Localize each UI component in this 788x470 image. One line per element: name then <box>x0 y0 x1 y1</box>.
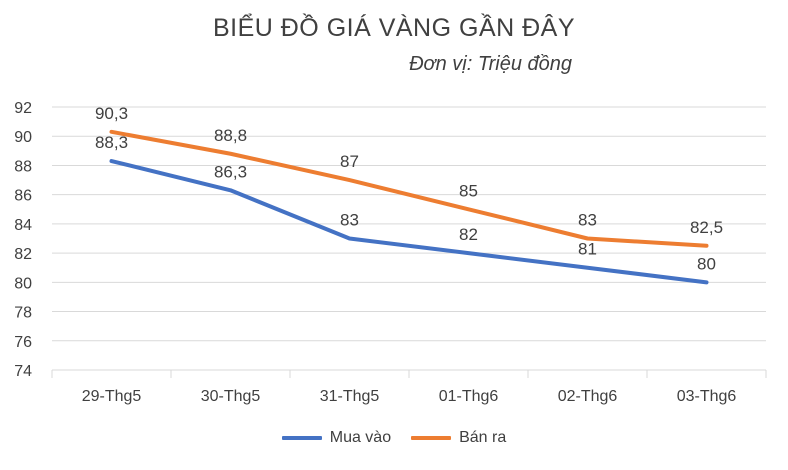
legend-item-ban-ra: Bán ra <box>411 429 506 447</box>
data-label: 82,5 <box>690 218 723 237</box>
x-tick-label: 03-Thg6 <box>677 388 737 405</box>
y-tick-label: 80 <box>14 275 32 292</box>
legend-item-mua-vao: Mua vào <box>281 429 392 447</box>
y-tick-label: 84 <box>14 217 32 234</box>
data-label: 82 <box>459 225 478 244</box>
y-tick-label: 86 <box>14 188 32 205</box>
chart-title: BIỂU ĐỒ GIÁ VÀNG GẦN ĐÂY <box>212 14 576 42</box>
y-tick-label: 88 <box>14 158 32 175</box>
y-tick-label: 90 <box>14 129 32 146</box>
x-tick-label: 30-Thg5 <box>201 388 261 405</box>
x-tick-label: 31-Thg5 <box>320 388 380 405</box>
chart-subtitle: Đơn vị: Triệu đồng <box>409 53 572 75</box>
x-tick-label: 02-Thg6 <box>558 388 618 405</box>
y-axis-ticks: 74 76 78 80 82 84 86 88 90 92 <box>14 100 32 380</box>
data-label: 80 <box>697 254 716 273</box>
data-label: 83 <box>578 211 597 230</box>
series-line-ban-ra <box>109 129 709 248</box>
series-lines <box>109 129 709 285</box>
x-axis-ticks: 29-Thg5 30-Thg5 31-Thg5 01-Thg6 02-Thg6 03-Th… <box>82 388 737 405</box>
legend-swatch <box>411 436 452 440</box>
y-tick-label: 78 <box>14 305 32 322</box>
series-line-mua-vao <box>109 159 709 285</box>
x-tick-label: 29-Thg5 <box>82 388 142 405</box>
y-tick-label: 74 <box>14 363 32 380</box>
legend-label: Mua vào <box>329 429 392 446</box>
data-label: 86,3 <box>214 162 247 181</box>
data-label: 88,8 <box>214 126 247 145</box>
data-label: 90,3 <box>95 104 128 123</box>
data-label: 87 <box>340 152 359 171</box>
legend: Mua vào Bán ra <box>0 429 788 447</box>
y-tick-label: 82 <box>14 246 32 263</box>
y-tick-label: 76 <box>14 334 32 351</box>
data-label: 81 <box>578 240 597 259</box>
data-label: 83 <box>340 211 359 230</box>
data-labels: 88,3 86,3 83 82 81 80 90,3 88,8 87 85 83 82,5 <box>95 104 723 273</box>
legend-swatch <box>281 436 322 440</box>
data-label: 85 <box>459 181 478 200</box>
x-tick-label: 01-Thg6 <box>439 388 499 405</box>
data-label: 88,3 <box>95 133 128 152</box>
legend-label: Bán ra <box>459 429 507 446</box>
y-tick-label: 92 <box>14 100 32 117</box>
